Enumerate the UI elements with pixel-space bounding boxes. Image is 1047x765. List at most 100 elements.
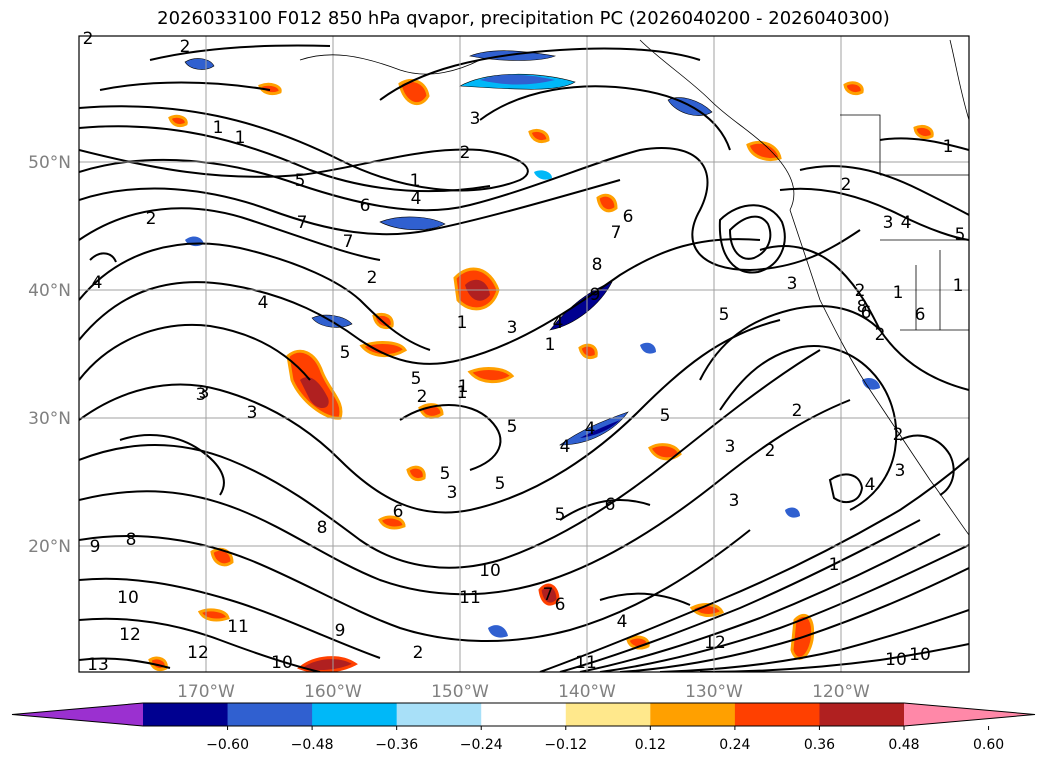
lat-label-30n: 30°N (28, 409, 71, 429)
contour-label: 1 (213, 118, 224, 138)
contour-label: 7 (297, 213, 308, 233)
contour-label: 6 (360, 196, 371, 216)
contour-label: 8 (317, 518, 328, 538)
contour-label: 8 (126, 530, 137, 550)
contour-label: 8 (857, 297, 868, 317)
lon-label-150w: 150°W (431, 682, 489, 702)
qvapor-contours (79, 44, 969, 672)
colorbar-tick-label: −0.12 (544, 737, 587, 753)
contour-label: 1 (410, 171, 421, 191)
map-background (79, 36, 969, 672)
contour-label: 1 (235, 128, 246, 148)
contour-label: 5 (555, 505, 566, 525)
contour-label: 2 (367, 268, 378, 288)
contour-label: 2 (765, 441, 776, 461)
contour-label: 12 (119, 625, 141, 645)
contour-label: 2 (893, 425, 904, 445)
contour-label: 3 (729, 491, 740, 511)
contour-label: 10 (479, 561, 501, 581)
contour-label: 4 (92, 273, 103, 293)
contour-label: 6 (605, 495, 616, 515)
colorbar-segment (312, 703, 398, 726)
contour-label: 9 (90, 537, 101, 557)
contour-label: 5 (411, 369, 422, 389)
colorbar-tick-label: 0.12 (635, 737, 666, 753)
contour-label: 6 (915, 305, 926, 325)
contour-label: 3 (895, 461, 906, 481)
contour-label: 1 (457, 383, 468, 403)
contour-label: 1 (458, 377, 469, 397)
colorbar-segment (819, 703, 905, 726)
contour-label: 3 (447, 483, 458, 503)
lon-label-170w: 170°W (177, 682, 235, 702)
contour-label: 7 (543, 585, 554, 605)
contour-label: 4 (585, 419, 596, 439)
contour-label: 6 (393, 502, 404, 522)
longitude-labels: 170°W 160°W 150°W 140°W 130°W 120°W (177, 682, 870, 702)
contour-label: 1 (545, 335, 556, 355)
contour-label: 4 (865, 475, 876, 495)
lon-label-130w: 130°W (685, 682, 743, 702)
graticule (79, 36, 969, 672)
contour-label: 6 (861, 303, 872, 323)
contour-label: 5 (955, 225, 966, 245)
contour-label: 1 (829, 555, 840, 575)
contour-label: 4 (560, 437, 571, 457)
contour-label: 9 (335, 621, 346, 641)
contour-label: 5 (295, 171, 306, 191)
contour-label: 2 (417, 387, 428, 407)
contour-label: 5 (340, 343, 351, 363)
colorbar-segment (227, 703, 313, 726)
contour-label: 2 (875, 325, 886, 345)
colorbar-tick-label: −0.24 (460, 737, 503, 753)
contour-label: 4 (258, 293, 269, 313)
contour-label: 10 (885, 650, 907, 670)
contour-label: 2 (792, 401, 803, 421)
coastlines (299, 39, 969, 536)
contour-label: 10 (271, 653, 293, 673)
contour-label: 11 (227, 617, 249, 637)
colorbar-extend-high (904, 703, 1035, 726)
contour-label: 11 (459, 588, 481, 608)
contour-label: 12 (704, 633, 726, 653)
page-title: 2026033100 F012 850 hPa qvapor, precipit… (157, 8, 890, 29)
contour-label: 3 (199, 383, 210, 403)
contour-label: 6 (555, 595, 566, 615)
map-frame (78, 35, 970, 673)
contour-label: 13 (87, 655, 109, 675)
contour-label: 2 (460, 143, 471, 163)
colorbar-tick-label: 0.48 (888, 737, 919, 753)
contour-label: 1 (457, 313, 468, 333)
colorbar-extend-low (12, 703, 143, 726)
contour-label: 1 (893, 283, 904, 303)
contour-label: 4 (617, 612, 628, 632)
contour-label: 3 (725, 437, 736, 457)
colorbar-outline (11, 702, 1036, 727)
colorbar-tick-label: 0.24 (719, 737, 750, 753)
contour-label: 9 (590, 285, 601, 305)
contour-label: 7 (343, 232, 354, 252)
contour-label: 11 (575, 653, 597, 673)
colorbar-tick-label: −0.60 (206, 737, 249, 753)
contour-label: 3 (247, 403, 258, 423)
contour-label: 4 (411, 189, 422, 209)
colorbar-segment (143, 703, 229, 726)
contour-label: 2 (146, 209, 157, 229)
contour-label: 12 (187, 643, 209, 663)
colorbar-tick-label: −0.48 (291, 737, 334, 753)
colorbar: −0.60 −0.48 −0.36 −0.24 −0.12 0.12 0.24 0.36 0.4… (11, 702, 1036, 753)
lat-label-50n: 50°N (28, 153, 71, 173)
contour-label: 2 (180, 37, 191, 57)
contour-label: 5 (719, 305, 730, 325)
colorbar-tick-label: −0.36 (375, 737, 418, 753)
contour-label: 5 (440, 464, 451, 484)
contour-label: 5 (660, 406, 671, 426)
contour-label: 7 (611, 223, 622, 243)
contour-label: 3 (883, 213, 894, 233)
colorbar-segment (481, 703, 567, 726)
contour-label: 2 (83, 29, 94, 49)
contour-label: 4 (901, 213, 912, 233)
contour-label: 10 (117, 588, 139, 608)
